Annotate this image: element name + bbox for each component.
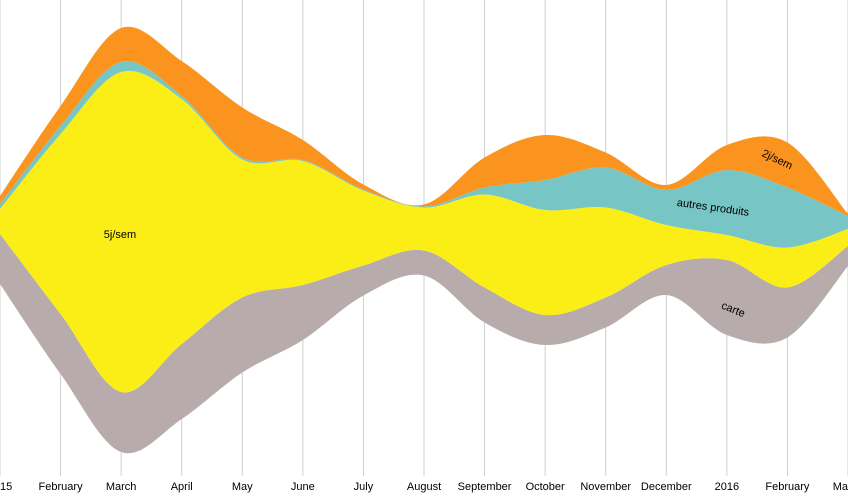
stream-layer [0,61,848,248]
x-tick-label: March [106,481,137,493]
x-tick-label: June [291,481,315,493]
x-tick-label: July [354,481,374,493]
x-tick-label: October [526,481,565,493]
x-tick-label: December [641,481,692,493]
x-tick-label: February [765,481,810,493]
x-tick-label: November [580,481,631,493]
x-tick-label: September [458,481,512,493]
x-tick-label: 2016 [715,481,739,493]
x-tick-label: February [39,481,84,493]
x-tick-label: April [171,481,193,493]
layer-label: 5j/sem [104,229,136,241]
x-tick-label: 2015 [0,481,12,493]
x-tick-label: August [407,481,441,493]
stream-layer [0,70,848,393]
stream-layer [0,234,848,454]
x-tick-label: March [833,481,848,493]
x-tick-label: May [232,481,253,493]
